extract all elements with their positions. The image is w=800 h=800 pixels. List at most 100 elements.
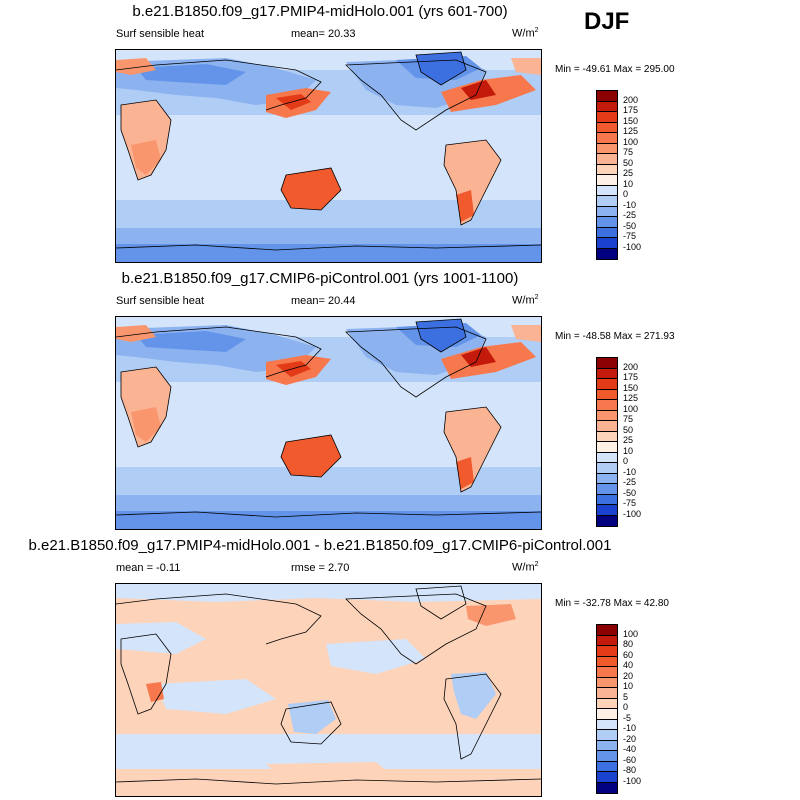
north-atlantic-pos (466, 604, 516, 626)
colorbar-tick-label: -25 (623, 477, 637, 487)
colorbar-tick-label: -50 (623, 487, 637, 498)
colorbar-swatch (597, 175, 617, 186)
amazon-neg (451, 672, 496, 719)
norway-warm (511, 325, 541, 342)
panel-3-center-label: rmse = 2.70 (291, 562, 350, 574)
panel-2-units: W/m2 (512, 294, 539, 307)
colorbar-tick-label: -20 (623, 733, 637, 744)
colorbar-swatch (597, 719, 617, 730)
colorbar-tick-label: 75 (623, 414, 634, 424)
colorbar-tick-label: 50 (623, 157, 634, 168)
colorbar-tick-label: 40 (623, 660, 634, 670)
south-africa-warm (131, 407, 161, 442)
panel-3-minmax: Min = -32.78 Max = 42.80 (555, 598, 669, 609)
panel-1-units: W/m2 (512, 27, 539, 40)
panel-1-map (115, 49, 542, 263)
colorbar-tick-label: -75 (623, 498, 637, 508)
colorbar-swatch (597, 400, 617, 411)
colorbar-swatch (597, 91, 617, 102)
south-africa-warm (131, 140, 161, 175)
colorbar-swatch (597, 782, 617, 793)
kuroshio-core (276, 94, 311, 110)
colorbar-tick-label: 125 (623, 126, 639, 136)
colorbar-swatch (597, 505, 617, 516)
colorbar-swatch (597, 248, 617, 259)
colorbar-tick-label: -100 (623, 508, 642, 519)
colorbar-swatch (597, 217, 617, 228)
colorbar-swatch (597, 772, 617, 783)
panel-3-units: W/m2 (512, 561, 539, 574)
colorbar-swatch (597, 431, 617, 442)
colorbar-swatch (597, 656, 617, 667)
panel-3-colorbar (596, 624, 618, 794)
colorbar-tick-label: 5 (623, 691, 629, 702)
colorbar-swatch (597, 740, 617, 751)
colorbar-swatch (597, 761, 617, 772)
colorbar-tick-label: -50 (623, 220, 637, 231)
coastlines (116, 51, 541, 251)
colorbar-swatch (597, 133, 617, 144)
southern-pos (266, 762, 396, 782)
colorbar-tick-label: 10 (623, 178, 634, 189)
panel-2-left-label: Surf sensible heat (116, 295, 205, 307)
colorbar-swatch (597, 358, 617, 369)
colorbar-swatch (597, 442, 617, 453)
colorbar-swatch (597, 515, 617, 526)
colorbar-tick-label: 10 (623, 681, 634, 691)
colorbar-swatch (597, 677, 617, 688)
colorbar-swatch (597, 667, 617, 678)
panel-3-left-label: mean = -0.11 (116, 562, 181, 574)
colorbar-swatch (597, 101, 617, 112)
colorbar-swatch (597, 112, 617, 123)
season-label: DJF (584, 8, 630, 35)
colorbar-tick-label: 200 (623, 361, 639, 372)
colorbar-tick-label: -60 (623, 754, 637, 765)
panel-1-title: b.e21.B1850.f09_g17.PMIP4-midHolo.001 (y… (132, 3, 508, 20)
panel-1-left-label: Surf sensible heat (116, 28, 205, 40)
colorbar-tick-label: 20 (623, 670, 634, 681)
colorbar-swatch (597, 452, 617, 463)
colorbar-tick-label: 100 (623, 628, 639, 639)
southern-neg (116, 734, 541, 769)
colorbar-tick-label: 175 (623, 372, 639, 382)
colorbar-swatch (597, 410, 617, 421)
colorbar-tick-label: 175 (623, 105, 639, 115)
pacific-neg (326, 639, 426, 674)
antarctic-coast (116, 244, 541, 262)
antarctic-coast (116, 511, 541, 529)
colorbar-swatch (597, 421, 617, 432)
colorbar-tick-label: 100 (623, 403, 639, 414)
panel-2-map (115, 316, 542, 530)
colorbar-tick-label: -10 (623, 466, 637, 477)
panel-1-center-label: mean= 20.33 (291, 28, 356, 40)
colorbar-swatch (597, 709, 617, 720)
colorbar-tick-label: -10 (623, 723, 637, 733)
arctic-neg (116, 584, 541, 602)
panel-2-minmax: Min = -48.58 Max = 271.93 (555, 331, 675, 342)
colorbar-tick-label: 75 (623, 147, 634, 157)
colorbar-swatch (597, 484, 617, 495)
kuroshio-core (276, 361, 311, 377)
colorbar-swatch (597, 379, 617, 390)
colorbar-tick-label: 100 (623, 136, 639, 147)
coastlines (116, 585, 541, 785)
colorbar-tick-label: 150 (623, 382, 639, 393)
colorbar-tick-label: 0 (623, 456, 629, 466)
patagonia-heat (456, 190, 474, 222)
colorbar-swatch (597, 122, 617, 133)
colorbar-tick-label: 25 (623, 168, 634, 178)
colorbar-swatch (597, 646, 617, 657)
siberia-cold (136, 64, 246, 85)
colorbar-tick-label: 25 (623, 435, 634, 445)
south-africa-pos (146, 682, 164, 702)
colorbar-tick-label: -40 (623, 744, 637, 754)
colorbar-swatch (597, 143, 617, 154)
colorbar-tick-label: -100 (623, 775, 642, 786)
panel-3-map (115, 583, 542, 797)
colorbar-tick-label: -80 (623, 765, 637, 775)
indian-neg (156, 679, 276, 714)
colorbar-swatch (597, 494, 617, 505)
australia-heat (281, 168, 341, 210)
australia-neg (288, 700, 336, 734)
colorbar-tick-label: 150 (623, 115, 639, 126)
